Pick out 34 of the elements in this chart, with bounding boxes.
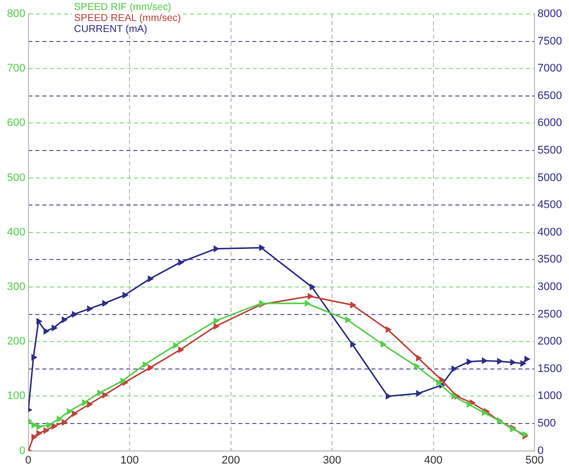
y2-tick-label: 2500 (538, 308, 562, 320)
y-tick-label: 200 (6, 336, 26, 348)
x-tick-label: 400 (424, 454, 442, 466)
y2-tick-label: 2000 (538, 336, 562, 348)
y2-tick-label: 6000 (538, 117, 562, 130)
y2-tick-label: 1500 (538, 362, 562, 375)
y2-tick-label: 0 (538, 444, 544, 457)
y2-tick-label: 7000 (538, 62, 562, 75)
y2-tick-label: 6500 (538, 90, 562, 102)
text: CURRENT (mA) (74, 24, 148, 35)
text: SPEED RIF (mm/sec) (74, 2, 172, 13)
y2-tick-label: 500 (538, 418, 556, 430)
y2-tick-label: 4500 (538, 199, 562, 212)
y-tick-label: 500 (6, 172, 26, 184)
y2-tick-label: 7500 (538, 35, 562, 48)
y-tick-label: 800 (6, 8, 26, 20)
x-tick-label: 200 (222, 454, 240, 466)
y2-tick-label: 3500 (538, 254, 562, 266)
y2-tick-label: 3000 (538, 281, 562, 294)
y2-tick-label: 1000 (538, 390, 562, 402)
y2-tick-label: 4000 (538, 226, 562, 238)
y2-tick-label: 5000 (538, 172, 562, 184)
y-tick-label: 600 (6, 117, 26, 130)
y-tick-label: 300 (6, 281, 26, 294)
x-tick-label: 500 (525, 454, 544, 466)
y2-tick-label: 8000 (538, 8, 562, 20)
y-tick-label: 100 (6, 390, 26, 402)
y2-tick-label: 5500 (538, 144, 562, 157)
y-tick-label: 700 (6, 62, 26, 75)
y-tick-label: 0 (19, 444, 26, 457)
x-tick-label: 300 (322, 454, 342, 466)
text: SPEED REAL (mm/sec) (74, 13, 181, 24)
y-tick-label: 400 (6, 226, 26, 238)
x-tick-label: 100 (120, 454, 139, 466)
